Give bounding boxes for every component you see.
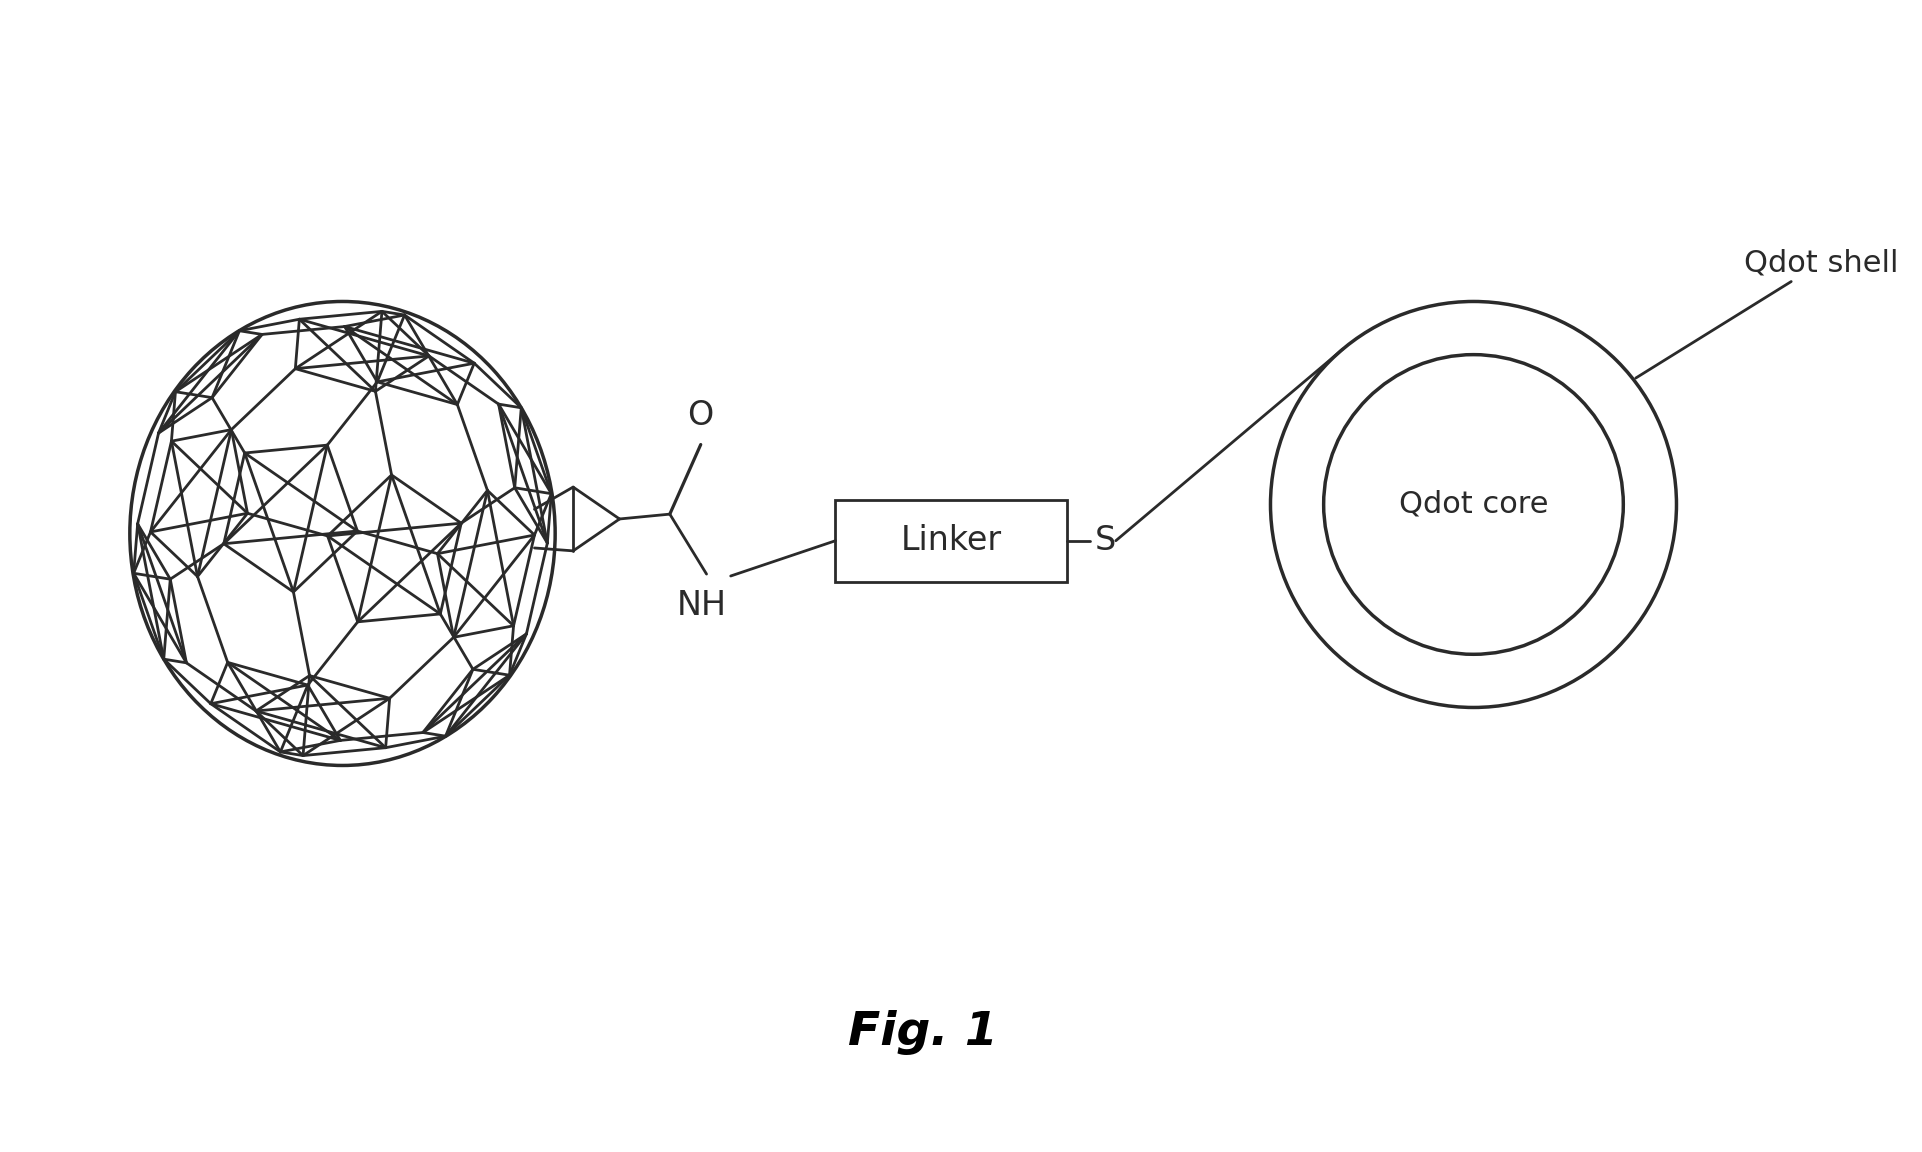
Text: Qdot core: Qdot core bbox=[1399, 490, 1549, 518]
Text: O: O bbox=[688, 399, 713, 432]
Bar bbox=[836, 500, 1067, 582]
Text: NH: NH bbox=[677, 589, 727, 622]
Circle shape bbox=[1324, 355, 1624, 654]
Text: Qdot shell: Qdot shell bbox=[1636, 249, 1899, 378]
Text: Linker: Linker bbox=[901, 524, 1001, 558]
Text: S: S bbox=[1094, 524, 1117, 558]
Circle shape bbox=[1270, 302, 1676, 707]
Text: Fig. 1: Fig. 1 bbox=[848, 1010, 998, 1055]
